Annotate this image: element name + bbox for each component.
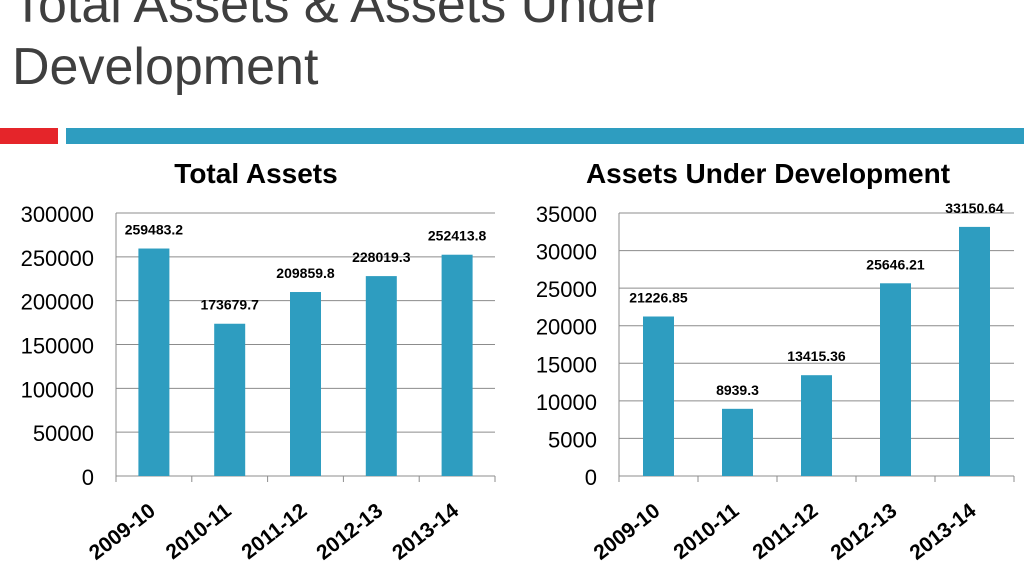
chart-2-y-tick-label: 30000 — [536, 240, 597, 265]
chart-1-y-tick-label: 150000 — [21, 334, 94, 359]
chart-1-data-label: 173679.7 — [200, 297, 259, 313]
chart-2-data-label: 25646.21 — [866, 256, 925, 272]
slide-title: Total Assets & Assets Under Development — [12, 0, 912, 99]
chart-1-category-label: 2013-14 — [388, 499, 463, 565]
chart-1-bar — [214, 323, 246, 476]
slide-title-line-2: Development — [12, 38, 319, 97]
chart-1-bar — [441, 254, 473, 476]
chart-2-data-label: 21226.85 — [629, 289, 688, 305]
chart-2-bar — [959, 226, 990, 476]
chart-2-category-label: 2013-14 — [906, 499, 981, 565]
chart-2-bar — [801, 375, 832, 476]
chart-1-bar — [138, 248, 170, 476]
total-assets-chart: Total Assets 0 50000 100000 150000 200000 2500… — [21, 158, 496, 565]
chart-2-y-tick-label: 15000 — [536, 352, 597, 377]
chart-2-title: Assets Under Development — [586, 158, 950, 189]
chart-2-data-label: 8939.3 — [716, 382, 759, 398]
chart-2-bar — [643, 316, 674, 476]
chart-2-category-label: 2010-11 — [669, 499, 743, 564]
chart-2-data-label: 33150.64 — [945, 200, 1004, 216]
accent-bar-red — [0, 128, 58, 144]
chart-2-y-tick-label: 10000 — [536, 390, 597, 415]
chart-2-category-label: 2012-13 — [827, 499, 902, 565]
chart-1-y-tick-label: 100000 — [21, 377, 94, 402]
chart-2-category-label: 2011-12 — [748, 499, 822, 564]
chart-1-title: Total Assets — [174, 158, 337, 189]
chart-1-bar — [365, 276, 397, 476]
chart-1-category-label: 2010-11 — [162, 499, 236, 564]
chart-1-y-tick-label: 50000 — [33, 421, 94, 446]
chart-1-data-label: 209859.8 — [276, 265, 335, 281]
chart-2-y-tick-label: 25000 — [536, 277, 597, 302]
chart-2-bar — [722, 408, 753, 476]
chart-2-bar — [880, 283, 911, 476]
accent-bar-blue — [66, 128, 1024, 144]
slide-title-line-1: Total Assets & Assets Under — [12, 0, 663, 34]
chart-1-data-label: 252413.8 — [428, 228, 487, 244]
chart-1-y-tick-label: 300000 — [21, 202, 94, 227]
chart-1-bar — [290, 292, 321, 476]
chart-1-category-label: 2011-12 — [237, 499, 311, 564]
chart-1-data-label: 259483.2 — [125, 222, 184, 238]
chart-2-category-label: 2009-10 — [590, 499, 665, 565]
chart-2-y-tick-label: 20000 — [536, 315, 597, 340]
assets-under-development-chart: Assets Under Development 0 5000 10000 15000 2… — [536, 158, 1015, 565]
chart-2-y-tick-label: 35000 — [536, 202, 597, 227]
chart-1-category-label: 2012-13 — [312, 499, 387, 565]
chart-1-y-tick-label: 0 — [82, 465, 94, 490]
chart-2-y-tick-label: 0 — [585, 465, 597, 490]
chart-1-category-label: 2009-10 — [85, 499, 160, 565]
chart-1-y-tick-label: 200000 — [21, 290, 94, 315]
chart-2-y-tick-label: 5000 — [548, 427, 597, 452]
chart-1-data-label: 228019.3 — [352, 249, 411, 265]
chart-2-data-label: 13415.36 — [787, 348, 846, 364]
chart-1-y-tick-label: 250000 — [21, 246, 94, 271]
